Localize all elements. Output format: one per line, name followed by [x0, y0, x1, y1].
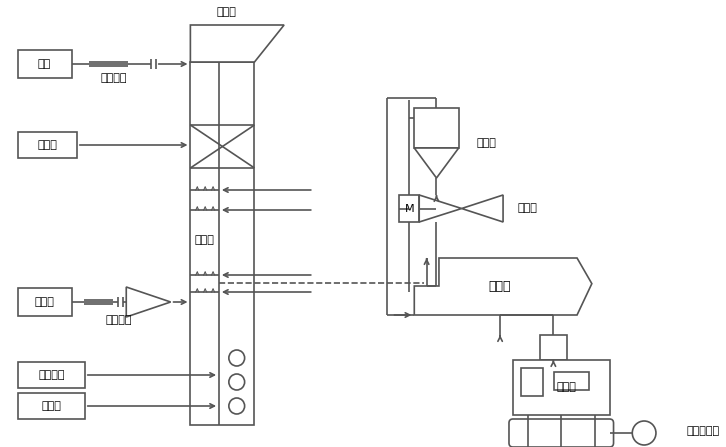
Text: 引风机: 引风机	[34, 297, 54, 307]
Text: 旋流器: 旋流器	[476, 138, 497, 148]
Circle shape	[229, 398, 245, 414]
Text: 净烟气: 净烟气	[217, 7, 237, 17]
Bar	[17, 362, 85, 388]
Bar	[513, 360, 610, 415]
Polygon shape	[415, 258, 592, 315]
Text: 包装机: 包装机	[556, 382, 576, 392]
Bar	[555, 372, 589, 390]
Polygon shape	[190, 25, 284, 62]
Text: 入口挡板: 入口挡板	[105, 315, 131, 325]
Bar	[399, 195, 419, 222]
Bar	[17, 132, 77, 158]
Text: M: M	[404, 203, 414, 214]
Circle shape	[229, 350, 245, 366]
Bar	[17, 50, 72, 78]
Polygon shape	[126, 287, 171, 317]
Bar	[17, 288, 72, 316]
Bar	[521, 368, 542, 396]
Bar	[539, 335, 567, 360]
Text: 硫酸铵成品: 硫酸铵成品	[687, 426, 719, 436]
Bar	[415, 108, 459, 148]
Text: 氧化风机: 氧化风机	[38, 370, 65, 380]
Polygon shape	[419, 195, 462, 222]
Text: 烟囱: 烟囱	[38, 59, 51, 69]
Circle shape	[632, 421, 656, 445]
Bar	[17, 393, 85, 419]
FancyBboxPatch shape	[509, 419, 613, 447]
Polygon shape	[462, 195, 503, 222]
Text: 出口挡板: 出口挡板	[100, 73, 126, 83]
Text: 吸收塔: 吸收塔	[195, 235, 214, 245]
Text: 离心机: 离心机	[518, 203, 538, 214]
Text: 干燥机: 干燥机	[489, 279, 511, 292]
Text: 工艺水: 工艺水	[38, 140, 57, 150]
Polygon shape	[415, 148, 459, 178]
Text: 吸收剂: 吸收剂	[41, 401, 61, 411]
Circle shape	[229, 374, 245, 390]
Bar	[190, 62, 255, 425]
